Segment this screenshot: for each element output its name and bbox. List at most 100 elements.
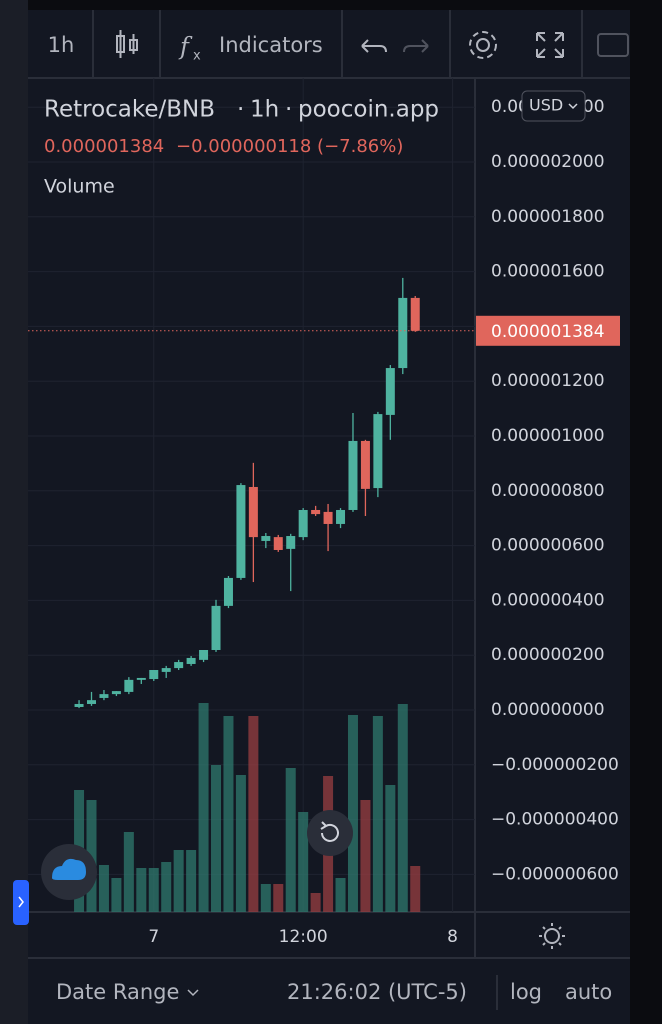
volume-bar: [186, 850, 197, 912]
y-tick-label: 0.000000600: [491, 536, 605, 556]
candle-body: [161, 668, 171, 672]
marks: [28, 277, 475, 912]
reset-button[interactable]: [307, 810, 353, 856]
volume-bar: [111, 878, 122, 912]
clock: 21:26:02 (UTC-5): [287, 980, 467, 1004]
theme-button[interactable]: [539, 923, 565, 949]
y-tick-label: 0.000002000: [491, 152, 605, 172]
left-strip: [0, 0, 28, 1024]
settings-button[interactable]: [469, 31, 497, 59]
volume-bar: [397, 704, 408, 912]
volume-bar: [273, 884, 284, 912]
candle-body: [199, 650, 209, 660]
x-tick-label: 8: [447, 927, 458, 947]
candle-body: [298, 509, 308, 538]
candle-body: [311, 509, 321, 515]
chevron: [187, 989, 199, 997]
candle-body: [398, 297, 408, 369]
candle-body: [286, 536, 296, 549]
volume-bar: [385, 785, 396, 912]
volume-bar: [372, 716, 383, 912]
volume-bar: [335, 878, 346, 912]
source: poocoin.app: [298, 97, 439, 123]
currency-label[interactable]: USD: [529, 96, 563, 115]
volume-label: Volume: [44, 176, 115, 198]
candle-body: [74, 703, 84, 707]
volume-bar: [347, 715, 358, 912]
sidebar-toggle[interactable]: [13, 880, 29, 925]
last-price-label: 0.000001384: [491, 322, 605, 342]
redo-button[interactable]: [403, 39, 429, 53]
volume-bar: [136, 868, 147, 912]
candle-body: [186, 657, 196, 664]
volume-bar: [173, 850, 184, 912]
y-tick-label: 0.000001800: [491, 207, 605, 227]
candle-body: [385, 368, 395, 415]
candle-body: [348, 440, 358, 510]
candle-body: [223, 577, 233, 606]
y-tick-label: 0.000000400: [491, 590, 605, 610]
volume-bar: [248, 716, 259, 912]
last-price-box: [476, 315, 620, 346]
interval-button[interactable]: 1h: [48, 33, 75, 57]
candle-body: [373, 414, 383, 489]
header-interval: 1h: [250, 97, 279, 123]
change-value: −0.000000118 (−7.86%): [176, 136, 403, 157]
candle-body: [136, 677, 146, 680]
x-tick-label: 12:00: [279, 927, 328, 947]
volume-bar: [360, 800, 371, 912]
reset-icon: [320, 821, 339, 842]
candle-body: [336, 509, 346, 524]
candle-body: [410, 297, 420, 331]
dot: ·: [237, 97, 244, 123]
log-button[interactable]: log: [510, 980, 542, 1004]
volume-bar: [298, 812, 309, 912]
chart-style-button[interactable]: [116, 30, 138, 58]
toolbar: [28, 10, 630, 79]
indicators-button[interactable]: Indicators: [219, 33, 323, 57]
auto-button[interactable]: auto: [565, 980, 612, 1004]
chevron: [18, 896, 24, 908]
candle-body: [149, 670, 159, 680]
candle-body: [174, 662, 184, 669]
candle-body: [273, 537, 283, 550]
date-range-button[interactable]: Date Range: [56, 980, 179, 1004]
candle-body: [261, 536, 271, 541]
volume-bar: [161, 862, 172, 912]
candle-body: [236, 485, 246, 578]
volume-bar: [211, 765, 222, 912]
fullscreen-button[interactable]: [536, 32, 564, 58]
symbol: Retrocake/BNB: [44, 97, 215, 123]
x-tick-label: 7: [148, 927, 159, 947]
snapshot-button[interactable]: [597, 33, 629, 57]
currency-button[interactable]: [521, 90, 586, 122]
volume-bar: [123, 832, 134, 912]
grid: [28, 78, 475, 912]
volume-bar: [285, 768, 296, 912]
y-tick-label: 0.000001000: [491, 426, 605, 446]
volume-bar: [223, 716, 234, 912]
fx-icon[interactable]: x: [193, 49, 201, 64]
volume-bar: [198, 703, 209, 912]
candle-body: [111, 691, 121, 695]
candle-body: [360, 440, 370, 489]
last-value: 0.000001384: [44, 136, 164, 157]
volume-bar: [310, 893, 321, 912]
candle-body: [87, 700, 97, 704]
candle-body: [323, 511, 333, 524]
volume-bar: [148, 868, 159, 912]
volume-bar: [260, 884, 271, 912]
y-tick-label: −0.000000600: [491, 864, 619, 884]
y-tick-label: 0.000001200: [491, 371, 605, 391]
candle-body: [124, 679, 134, 692]
candle-body: [211, 605, 221, 651]
volume-bar: [235, 775, 246, 912]
y-tick-label: 0.000000800: [491, 481, 605, 501]
volume-bar: [410, 866, 421, 912]
undo-button[interactable]: [361, 39, 387, 53]
y-tick-label: 0.000000000: [491, 700, 605, 720]
y-tick-label: −0.000000400: [491, 810, 619, 830]
chevron: [568, 103, 578, 110]
